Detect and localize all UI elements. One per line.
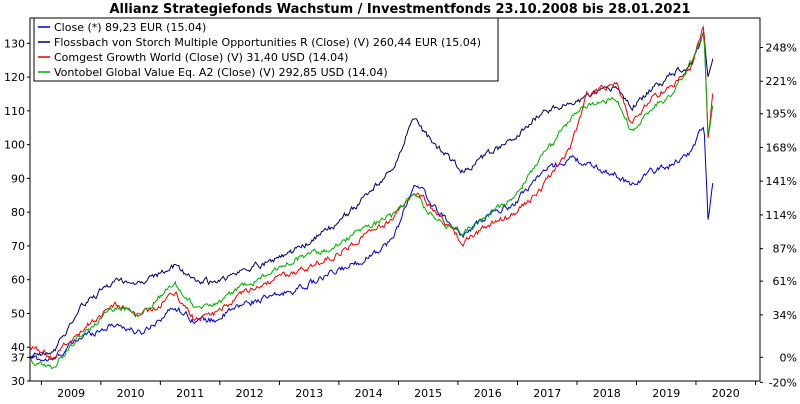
series-line-2 xyxy=(29,30,714,360)
x-tick-label: 2009 xyxy=(57,387,85,400)
y-left-tick-label: 100 xyxy=(4,139,25,152)
x-tick-label: 2015 xyxy=(414,387,442,400)
x-tick-label: 2011 xyxy=(176,387,204,400)
y-left-tick-label: 30 xyxy=(11,375,25,388)
y-left-tick-label: 80 xyxy=(11,206,25,219)
x-tick-label: 2010 xyxy=(117,387,145,400)
legend-entry: Vontobel Global Value Eq. A2 (Close) (V)… xyxy=(54,66,388,79)
y-left-tick-label: 60 xyxy=(11,274,25,287)
y-left-tick-label: 130 xyxy=(4,37,25,50)
y-left-tick-label: 40 xyxy=(11,341,25,354)
y-left-tick-label: 120 xyxy=(4,71,25,84)
y-right-tick-label: -20% xyxy=(769,376,797,389)
y-left-tick-label: 110 xyxy=(4,105,25,118)
y-right-tick-label: 168% xyxy=(766,141,797,154)
x-tick-label: 2013 xyxy=(295,387,323,400)
legend-entry: Flossbach von Storch Multiple Opportunit… xyxy=(54,36,481,49)
x-tick-label: 2012 xyxy=(236,387,264,400)
y-right-tick-label: 248% xyxy=(766,42,797,55)
legend-entry: Close (*) 89,23 EUR (15.04) xyxy=(54,21,206,34)
y-left-tick-label: 90 xyxy=(11,172,25,185)
x-tick-label: 2018 xyxy=(593,387,621,400)
series-line-1 xyxy=(29,126,714,362)
y-right-tick-label: 0% xyxy=(780,351,797,364)
y-right-tick-label: 114% xyxy=(766,209,797,222)
x-tick-label: 2019 xyxy=(652,387,680,400)
x-tick-label: 2020 xyxy=(712,387,740,400)
x-tick-label: 2016 xyxy=(474,387,502,400)
y-right-tick-label: 141% xyxy=(766,175,797,188)
y-right-tick-label: 221% xyxy=(766,75,797,88)
chart-title: Allianz Strategiefonds Wachstum / Invest… xyxy=(109,2,691,17)
y-right-tick-label: 87% xyxy=(773,243,797,256)
y-right-tick-label: 61% xyxy=(773,275,797,288)
y-left-tick-label: 70 xyxy=(11,240,25,253)
x-tick-label: 2017 xyxy=(533,387,561,400)
y-right-tick-label: 195% xyxy=(766,108,797,121)
legend-box xyxy=(33,17,499,82)
y-left-tick-label: 50 xyxy=(11,307,25,320)
x-tick-label: 2014 xyxy=(355,387,383,400)
legend-entry: Comgest Growth World (Close) (V) 31,40 U… xyxy=(54,51,348,64)
y-right-tick-label: 34% xyxy=(773,309,797,322)
y-left-tick-label: 37 xyxy=(11,351,25,364)
series-line-4 xyxy=(29,32,714,369)
